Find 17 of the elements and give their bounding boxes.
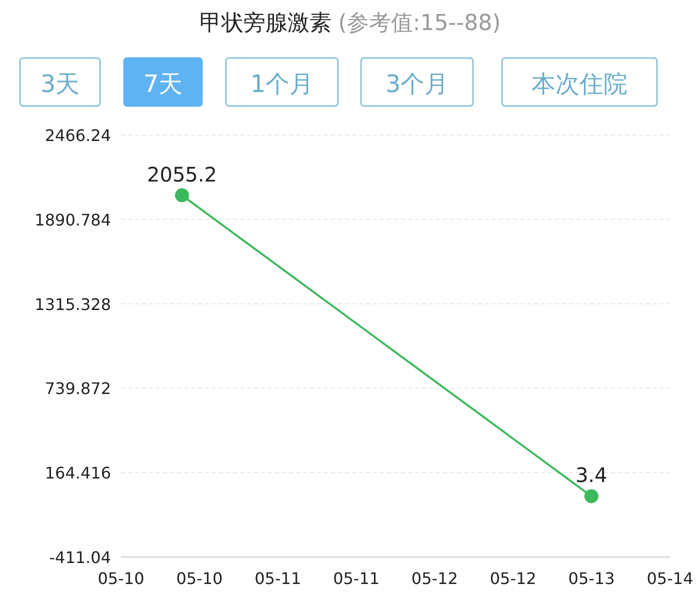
- data-label: 2055.2: [147, 162, 217, 186]
- chart-title: 甲状旁腺激素 (参考值:15--88): [199, 11, 501, 36]
- x-tick-label: 05-14: [646, 569, 694, 588]
- y-tick-label: 164.416: [44, 464, 111, 483]
- x-tick-label: 05-10: [98, 569, 144, 588]
- x-tick-label: 05-11: [333, 569, 380, 588]
- x-tick-label: 05-11: [254, 569, 302, 588]
- y-tick-label: 1315.328: [34, 294, 111, 314]
- data-label: 3.4: [575, 463, 608, 488]
- y-tick-label: 2466.24: [44, 126, 111, 145]
- x-tick-label: 05-13: [568, 569, 615, 588]
- x-tick-label: 05-10: [176, 569, 223, 588]
- x-tick-label: 05-12: [490, 569, 536, 588]
- y-tick-label: -411.04: [49, 548, 111, 567]
- y-tick-label: 1890.784: [34, 210, 111, 230]
- y-tick-label: 739.872: [44, 379, 111, 398]
- x-tick-label: 05-12: [411, 569, 458, 588]
